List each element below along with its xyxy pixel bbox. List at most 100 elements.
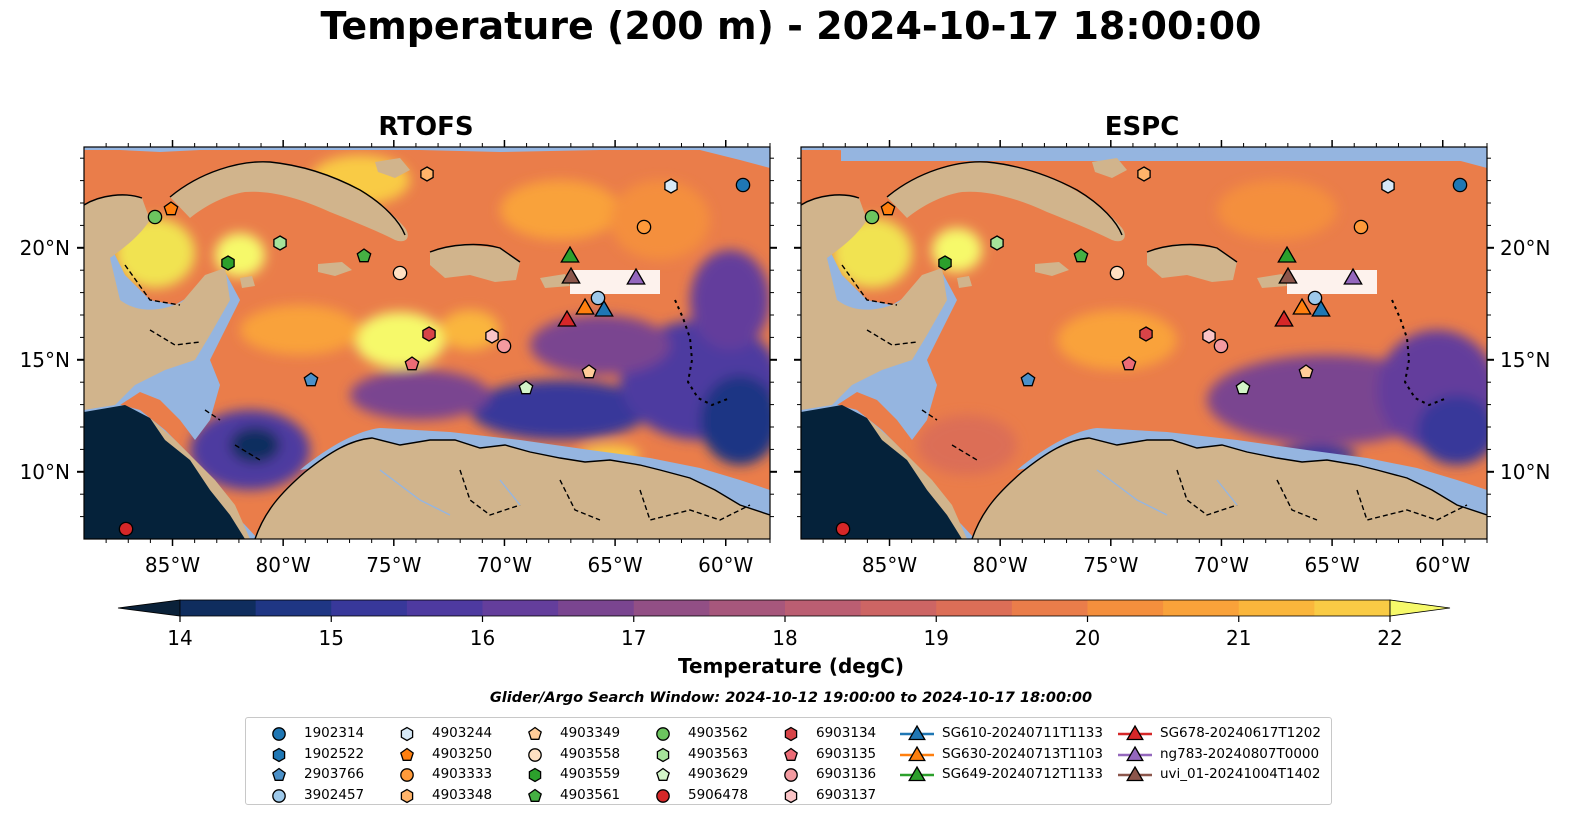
legend-marker bbox=[908, 745, 926, 761]
colorbar-tick-label: 18 bbox=[772, 626, 797, 650]
colorbar-bin bbox=[860, 600, 937, 616]
station-marker bbox=[163, 201, 179, 216]
legend-marker bbox=[272, 747, 286, 762]
legend-label: 4903562 bbox=[688, 725, 749, 741]
colorbar-tick-label: 21 bbox=[1226, 626, 1251, 650]
colorbar-under-arrow bbox=[117, 599, 181, 617]
legend-label: 6903136 bbox=[816, 766, 877, 782]
legend-label: 4903349 bbox=[560, 725, 621, 741]
station-marker bbox=[420, 166, 434, 182]
station-marker bbox=[864, 209, 880, 225]
station-marker bbox=[561, 266, 581, 284]
station-marker bbox=[1020, 372, 1036, 387]
legend-label: uvi_01-20241004T1402 bbox=[1160, 766, 1321, 782]
station-marker bbox=[392, 265, 408, 281]
legend-marker bbox=[272, 788, 286, 803]
colorbar-bin bbox=[331, 600, 408, 616]
colorbar-bin bbox=[709, 600, 786, 616]
legend-marker bbox=[528, 788, 542, 802]
legend-label: 6903134 bbox=[816, 725, 877, 741]
legend-marker bbox=[784, 768, 798, 782]
colorbar-bin bbox=[633, 600, 710, 616]
legend-marker bbox=[908, 765, 926, 782]
station-marker bbox=[1381, 178, 1395, 194]
legend-label: 4903561 bbox=[560, 786, 621, 803]
legend-label: 3902457 bbox=[304, 786, 365, 803]
legend-marker bbox=[1126, 765, 1144, 782]
legend-marker bbox=[528, 726, 542, 740]
legend-label: 4903629 bbox=[688, 766, 749, 782]
station-marker bbox=[1292, 297, 1312, 315]
legend-label: 4903244 bbox=[432, 725, 493, 741]
station-marker bbox=[356, 248, 372, 263]
station-marker bbox=[1343, 267, 1363, 285]
legend-marker bbox=[656, 767, 670, 781]
station-marker bbox=[1073, 248, 1089, 263]
legend-label: 4903348 bbox=[432, 786, 493, 803]
colorbar-tick-label: 20 bbox=[1075, 626, 1100, 650]
station-marker bbox=[1452, 177, 1468, 193]
station-marker bbox=[590, 290, 606, 306]
station-marker bbox=[626, 267, 646, 285]
station-marker bbox=[594, 299, 614, 317]
rtofs-panel-title: RTOFS bbox=[378, 112, 474, 142]
rtofs-x-tick-label: 85°W bbox=[145, 553, 200, 577]
legend-label: 2903766 bbox=[304, 766, 365, 782]
legend-label: SG678-20240617T1202 bbox=[1160, 725, 1321, 741]
colorbar-bin bbox=[1163, 600, 1240, 616]
station-marker bbox=[1278, 266, 1298, 284]
station-marker bbox=[1274, 309, 1294, 327]
station-marker bbox=[221, 255, 235, 271]
station-marker bbox=[1311, 299, 1331, 317]
legend-label: 4903558 bbox=[560, 745, 621, 762]
espc-y-tick-label: 15°N bbox=[1500, 348, 1550, 372]
figure-title: Temperature (200 m) - 2024-10-17 18:00:0… bbox=[320, 4, 1262, 48]
station-marker bbox=[273, 235, 287, 251]
legend-label: 4903559 bbox=[560, 766, 621, 782]
espc-x-tick-label: 80°W bbox=[973, 553, 1028, 577]
colorbar-tick-label: 22 bbox=[1377, 626, 1402, 650]
rtofs-x-tick-label: 60°W bbox=[698, 553, 753, 577]
search-window-text: Glider/Argo Search Window: 2024-10-12 19… bbox=[489, 690, 1093, 706]
station-marker bbox=[404, 356, 420, 371]
station-marker bbox=[1109, 265, 1125, 281]
rtofs-x-tick-label: 75°W bbox=[366, 553, 421, 577]
legend-label: SG630-20240713T1103 bbox=[942, 745, 1103, 762]
station-marker bbox=[1307, 290, 1323, 306]
station-marker bbox=[664, 178, 678, 194]
rtofs-x-tick-label: 80°W bbox=[256, 553, 311, 577]
station-marker bbox=[636, 219, 652, 235]
espc-y-tick-label: 10°N bbox=[1500, 460, 1550, 484]
station-marker bbox=[938, 255, 952, 271]
espc-y-tick-label: 20°N bbox=[1500, 236, 1550, 260]
colorbar-over-arrow bbox=[1389, 599, 1451, 617]
station-marker bbox=[557, 309, 577, 327]
rtofs-y-tick-label: 10°N bbox=[20, 460, 70, 484]
rtofs-x-tick-label: 70°W bbox=[477, 553, 532, 577]
colorbar-bin bbox=[558, 600, 635, 616]
colorbar-tick-label: 16 bbox=[470, 626, 495, 650]
colorbar-bin bbox=[255, 600, 332, 616]
station-marker bbox=[147, 209, 163, 225]
rtofs-y-tick-label: 15°N bbox=[20, 348, 70, 372]
station-marker bbox=[422, 326, 436, 342]
legend-marker bbox=[656, 747, 670, 762]
colorbar-bin bbox=[1314, 600, 1391, 616]
colorbar-bin bbox=[406, 600, 483, 616]
colorbar-bin bbox=[482, 600, 559, 616]
station-marker bbox=[1298, 364, 1314, 379]
legend-marker bbox=[1126, 745, 1144, 761]
legend-label: 1902314 bbox=[304, 725, 365, 741]
espc-map bbox=[801, 147, 1487, 539]
colorbar-bin bbox=[1087, 600, 1164, 616]
colorbar-tick-label: 17 bbox=[621, 626, 646, 650]
espc-x-tick-label: 70°W bbox=[1194, 553, 1249, 577]
legend-label: SG649-20240712T1133 bbox=[942, 766, 1103, 782]
station-marker bbox=[560, 245, 580, 263]
legend-marker bbox=[400, 726, 414, 742]
legend-label: 4903250 bbox=[432, 745, 493, 762]
station-marker bbox=[581, 364, 597, 379]
legend-marker bbox=[656, 727, 670, 741]
legend: 1902314 1902522 2903766 3902457 4903244 49032… bbox=[245, 717, 1332, 805]
legend-marker bbox=[272, 767, 286, 781]
